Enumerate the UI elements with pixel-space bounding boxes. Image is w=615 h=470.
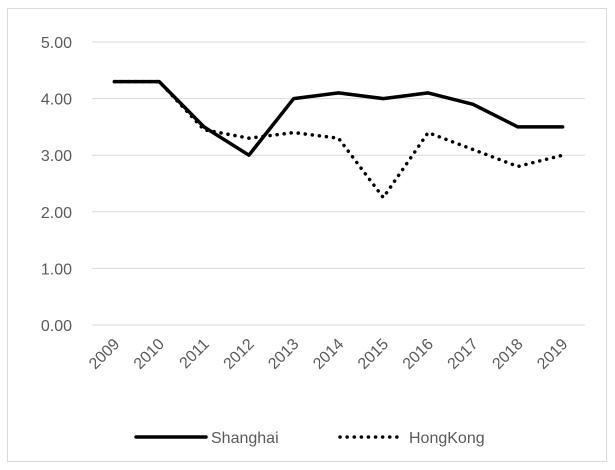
x-tick-label: 2019 xyxy=(534,336,571,373)
x-axis-tick-labels: 2009 2010 2011 2012 2013 2014 2015 2016 2017 2018… xyxy=(86,336,571,373)
x-tick-label: 2011 xyxy=(177,336,213,372)
y-tick-label: 3.00 xyxy=(41,148,72,165)
legend-label-hongkong: HongKong xyxy=(409,430,485,447)
chart-frame xyxy=(7,8,607,462)
x-tick-label: 2017 xyxy=(445,336,482,373)
x-tick-label: 2013 xyxy=(265,336,302,373)
series-line-shanghai xyxy=(112,79,565,157)
x-tick-label: 2018 xyxy=(489,336,526,373)
y-axis-tick-labels: 0.00 1.00 2.00 3.00 4.00 5.00 xyxy=(41,35,72,335)
y-tick-label: 5.00 xyxy=(41,35,72,52)
x-tick-label: 2014 xyxy=(310,336,347,373)
legend-label-shanghai: Shanghai xyxy=(211,430,279,447)
x-tick-label: 2015 xyxy=(355,336,392,373)
x-tick-label: 2012 xyxy=(221,336,258,373)
y-tick-label: 4.00 xyxy=(41,92,72,109)
x-tick-label: 2009 xyxy=(86,336,123,373)
x-tick-label: 2016 xyxy=(400,336,437,373)
legend: Shanghai HongKong xyxy=(134,430,485,447)
y-tick-label: 2.00 xyxy=(41,205,72,222)
series-lines xyxy=(112,79,565,200)
y-tick-label: 1.00 xyxy=(41,261,72,278)
gridlines xyxy=(92,41,585,326)
y-tick-label: 0.00 xyxy=(41,318,72,335)
x-tick-label: 2010 xyxy=(131,336,168,373)
